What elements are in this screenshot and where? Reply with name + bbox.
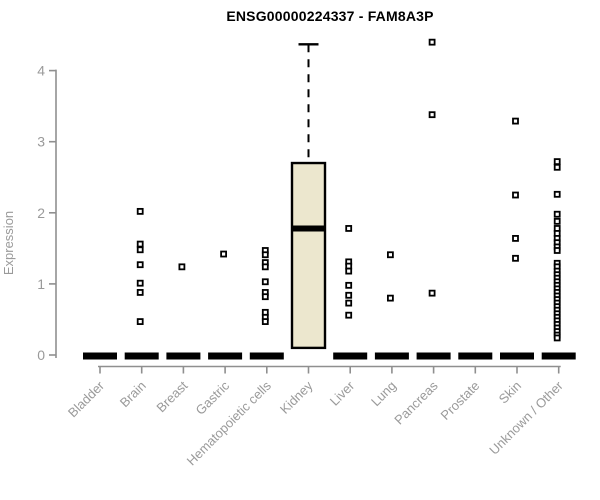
zero-box-bar — [166, 352, 201, 360]
y-tick-label: 0 — [37, 347, 45, 363]
x-tick-label: Unknown / Other — [486, 378, 566, 458]
zero-box-bar — [416, 352, 451, 360]
x-tick-label: Prostate — [438, 378, 483, 423]
outlier-point — [261, 251, 269, 259]
outlier-point — [136, 240, 144, 248]
outlier-point — [553, 158, 561, 166]
outlier-point — [512, 254, 519, 262]
outlier-point — [553, 247, 561, 254]
y-tick-label: 4 — [37, 63, 45, 79]
outlier-point — [136, 207, 144, 215]
outlier-point — [345, 311, 353, 319]
outlier-point — [553, 217, 561, 225]
x-tick-label: Brain — [117, 378, 149, 410]
zero-box-bar — [458, 352, 493, 360]
outlier-point — [136, 246, 144, 254]
x-tick-label: Pancreas — [391, 378, 441, 428]
outlier-point — [553, 163, 561, 171]
x-tick-label: Gastric — [193, 378, 233, 418]
zero-box-bar — [541, 352, 576, 360]
outlier-point — [136, 279, 144, 287]
outlier-point — [345, 299, 353, 307]
y-tick-label: 1 — [37, 276, 45, 292]
x-tick-label: Breast — [153, 378, 190, 415]
outlier-point — [553, 210, 561, 218]
outlier-point — [178, 263, 186, 271]
zero-box-bar — [249, 352, 284, 360]
zero-box-bar — [374, 352, 409, 360]
chart-title: ENSG00000224337 - FAM8A3P — [226, 8, 434, 24]
outlier-point — [428, 111, 436, 119]
y-tick-label: 2 — [37, 205, 45, 221]
outlier-point — [261, 293, 269, 301]
outlier-point — [553, 334, 561, 342]
y-axis-label: Expression — [1, 211, 16, 275]
x-tick-label: Lung — [368, 378, 399, 409]
outlier-point — [428, 289, 436, 297]
outlier-point — [136, 289, 144, 296]
outlier-point — [512, 234, 519, 242]
outlier-point — [345, 267, 353, 275]
zero-box-bar — [333, 352, 368, 360]
outlier-point — [428, 38, 436, 46]
outlier-point — [261, 278, 269, 286]
outlier-point — [386, 251, 394, 259]
x-tick-label: Skin — [496, 378, 524, 406]
box — [290, 161, 327, 350]
zero-box-bar — [208, 352, 243, 360]
outlier-point — [345, 291, 353, 299]
y-tick-label: 3 — [37, 134, 45, 150]
outlier-point — [261, 318, 269, 325]
outlier-point — [136, 261, 144, 269]
x-tick-label: Liver — [327, 378, 358, 409]
zero-box-bar — [500, 352, 534, 360]
zero-box-bar — [83, 352, 117, 360]
outlier-point — [512, 191, 519, 199]
outlier-point — [553, 190, 561, 198]
outlier-point — [345, 281, 353, 289]
outlier-point — [512, 117, 519, 125]
zero-box-bar — [124, 352, 159, 360]
outlier-point — [386, 294, 394, 302]
x-tick-label: Bladder — [65, 378, 108, 421]
outlier-point — [220, 250, 228, 258]
outlier-point — [136, 318, 144, 325]
outlier-point — [345, 225, 353, 232]
outlier-point — [261, 263, 269, 271]
x-tick-label: Kidney — [277, 378, 316, 417]
